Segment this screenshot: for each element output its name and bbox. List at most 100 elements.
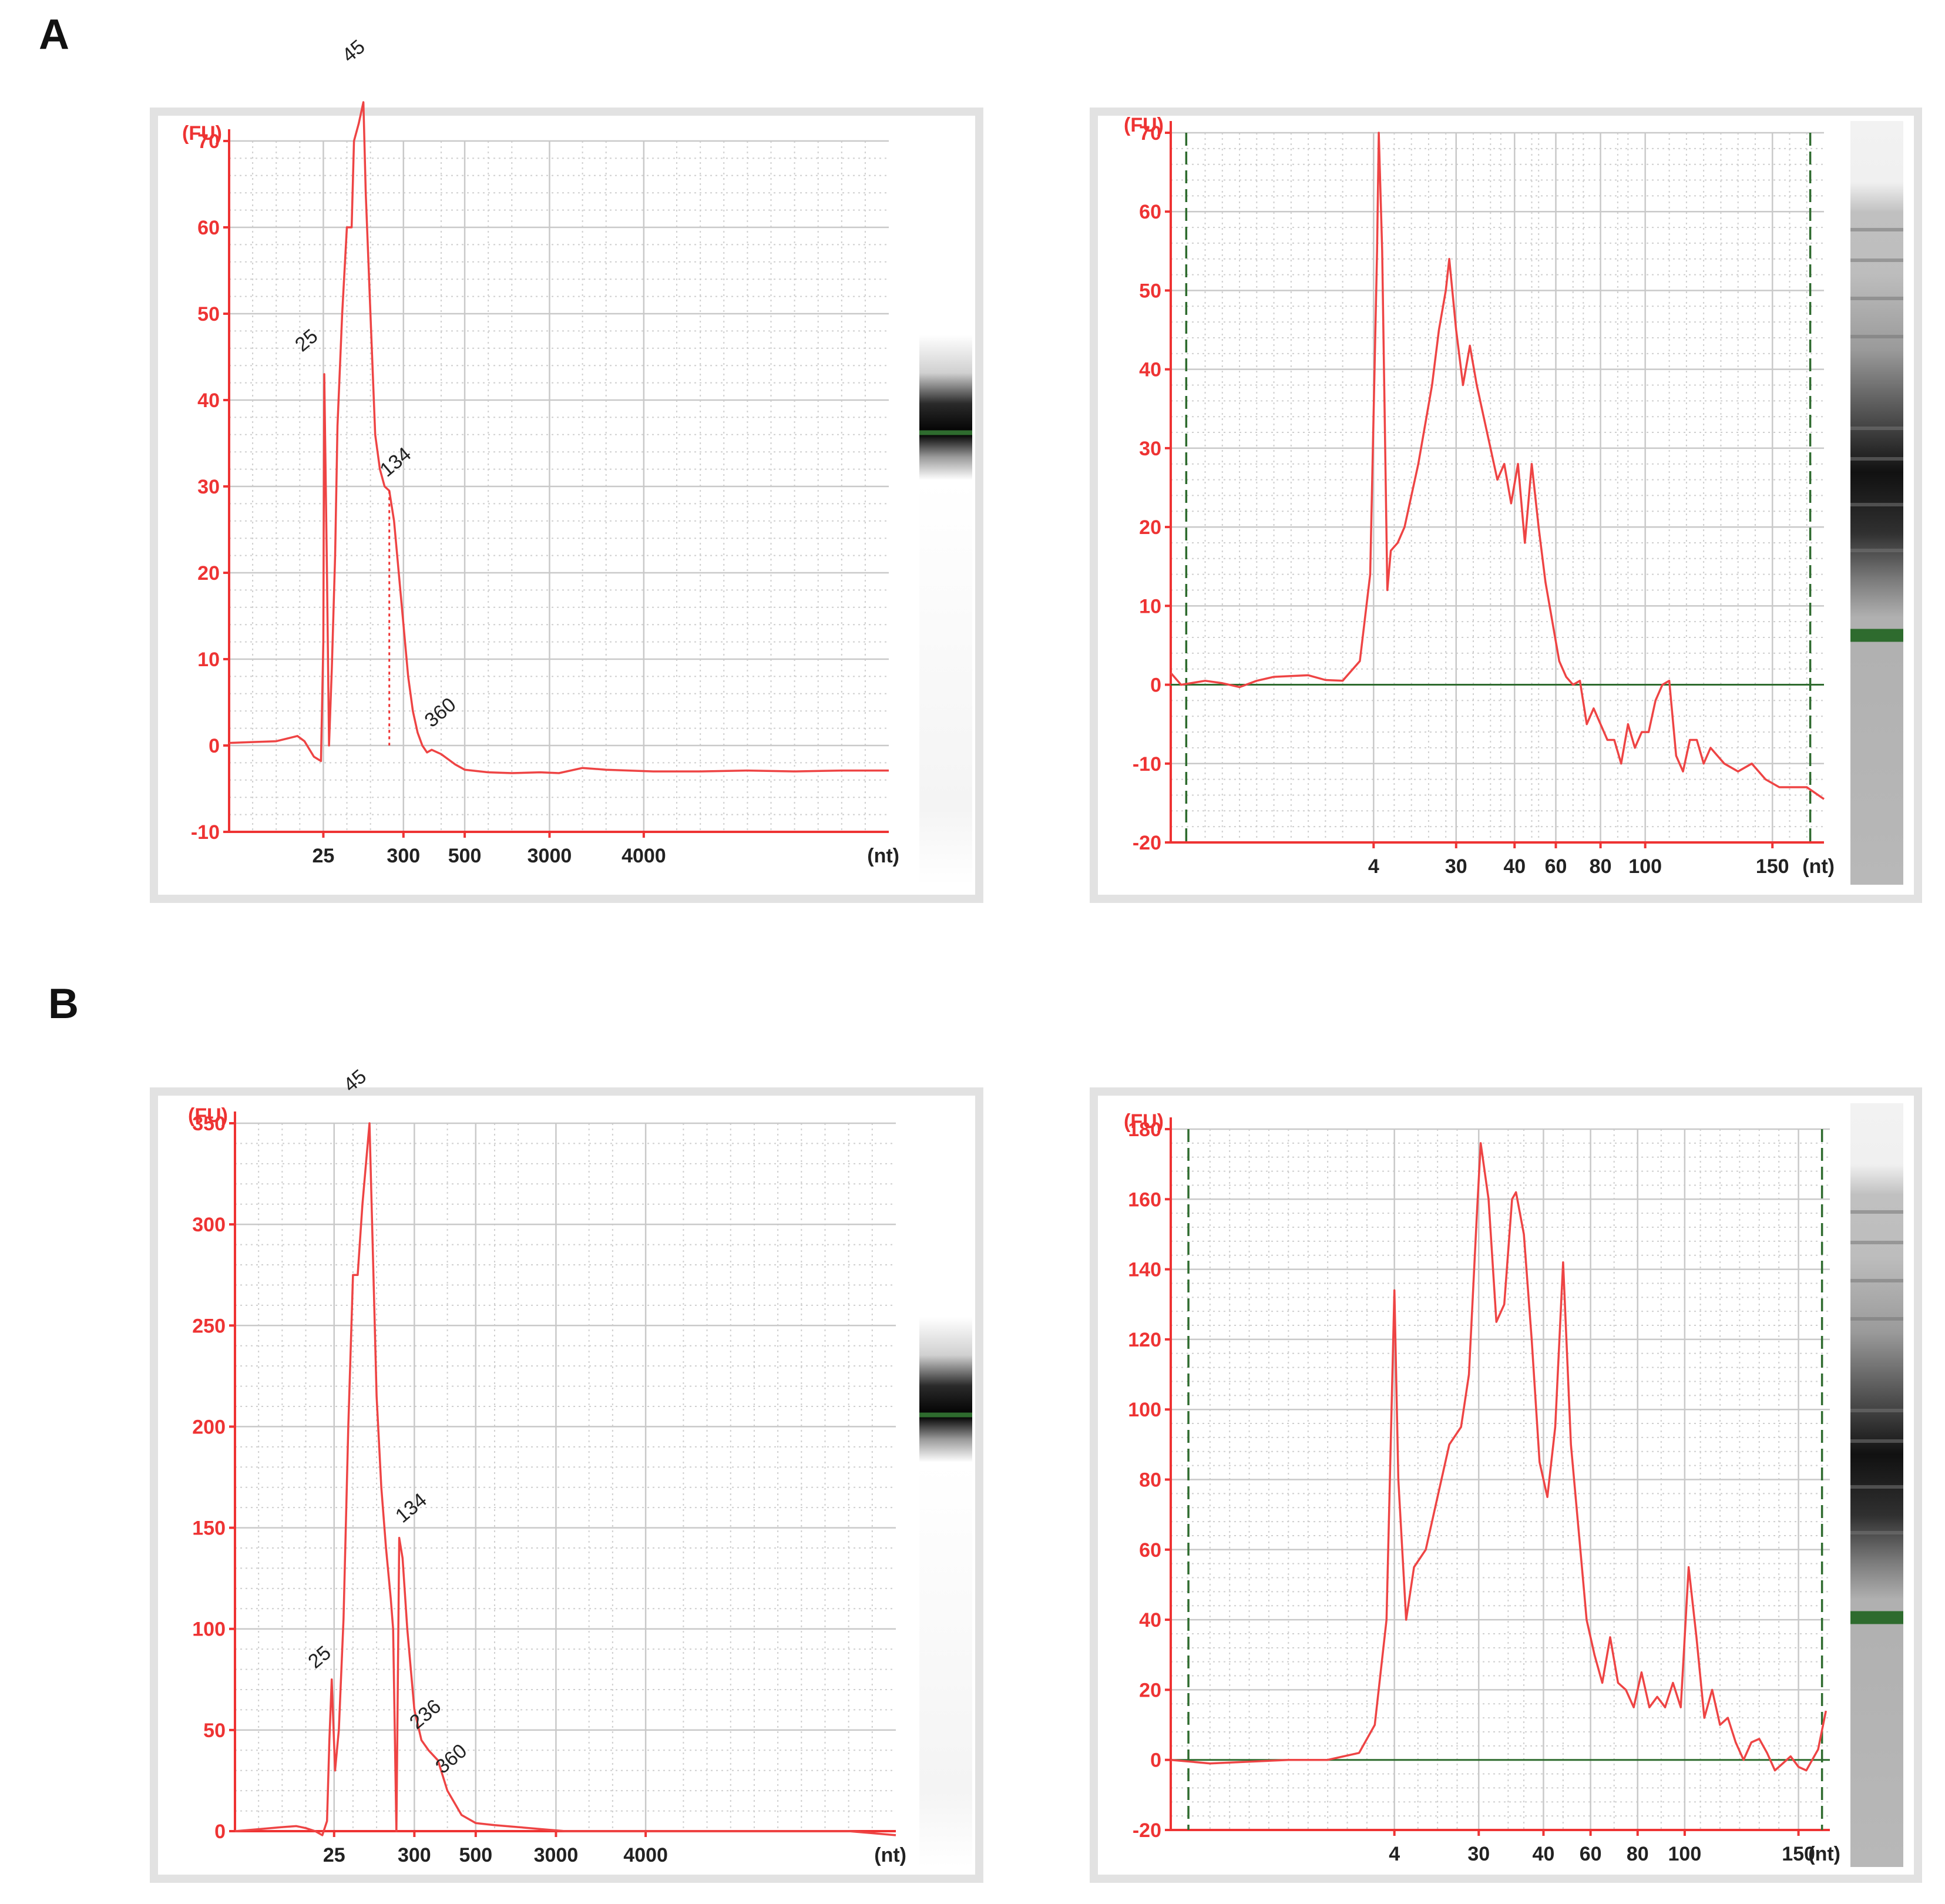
x-tick-label: 300 — [398, 1844, 431, 1866]
y-tick-label: 30 — [197, 476, 220, 498]
gel-band — [1850, 297, 1903, 300]
y-tick-label: -20 — [1133, 1819, 1161, 1842]
chart-panel-2: -20 -10 0 10 20 30 40 50 60 70(FU) (nt) 4 30 40 60 80 10… — [1090, 108, 1922, 903]
y-tick-label: 10 — [1139, 595, 1161, 617]
x-tick-label: 100 — [1628, 855, 1662, 878]
chart-panel-1: -10 0 10 20 30 40 50 60 70(FU) (nt) 25 300 500 3000 40… — [150, 35, 983, 903]
y-tick-label: 40 — [1139, 1609, 1161, 1631]
y-tick-label: -10 — [1133, 753, 1161, 775]
x-tick-label: 3000 — [534, 1844, 579, 1866]
y-tick-label: 0 — [214, 1821, 226, 1843]
y-axis-unit: (FU) — [1124, 114, 1164, 136]
y-axis-unit: (FU) — [182, 122, 222, 145]
gel-band — [1850, 1241, 1903, 1244]
chart-frame — [1090, 108, 1922, 903]
y-tick-label: 200 — [192, 1416, 226, 1438]
gel-band — [1850, 1409, 1903, 1412]
gel-lane — [919, 121, 972, 885]
gel-band — [1850, 381, 1903, 384]
y-tick-label: 20 — [1139, 1679, 1161, 1701]
x-tick-label: 100 — [1668, 1843, 1702, 1865]
gel-band — [1850, 1363, 1903, 1366]
x-tick-label: 150 — [1756, 855, 1789, 878]
trace-line — [229, 101, 889, 774]
peak-label: 45 — [338, 35, 369, 66]
gel-band — [1850, 457, 1903, 461]
y-tick-label: 250 — [192, 1315, 226, 1337]
x-tick-label: 150 — [1782, 1843, 1815, 1865]
gel-band — [1850, 1279, 1903, 1282]
x-tick-label: 4 — [1389, 1843, 1400, 1865]
gel-band — [1850, 335, 1903, 338]
chart-frame — [1090, 1087, 1922, 1883]
gel-band — [1850, 1210, 1903, 1214]
gel-marker-band — [1850, 1611, 1903, 1624]
y-tick-label: 150 — [192, 1517, 226, 1540]
x-tick-label: 25 — [323, 1844, 345, 1866]
y-tick-label: 50 — [1139, 280, 1161, 302]
gel-band — [1850, 1439, 1903, 1443]
y-tick-label: -10 — [191, 821, 220, 844]
y-tick-label: 60 — [1139, 1539, 1161, 1562]
y-tick-label: 50 — [197, 303, 220, 325]
y-tick-label: 50 — [203, 1720, 226, 1742]
x-tick-label: 25 — [313, 845, 335, 867]
trace-line — [1170, 1142, 1828, 1772]
y-tick-label: 300 — [192, 1214, 226, 1236]
x-axis-unit: (nt) — [874, 1844, 906, 1866]
gel-marker-band — [919, 430, 972, 435]
chart-panel-3: 0 50 100 150 200 250 300 350(FU) (nt) 25 300 500 300… — [150, 1065, 983, 1883]
y-tick-label: 40 — [1139, 359, 1161, 381]
gel-band — [1850, 549, 1903, 552]
gel-lane — [919, 1103, 972, 1867]
x-tick-label: 4000 — [623, 1844, 668, 1866]
x-tick-label: 500 — [448, 845, 482, 867]
y-tick-label: 10 — [197, 649, 220, 671]
y-axis-unit: (FU) — [188, 1104, 228, 1127]
trace-line — [1170, 132, 1825, 800]
x-tick-label: 60 — [1545, 855, 1567, 878]
y-tick-label: 70 — [197, 130, 220, 153]
y-tick-label: 100 — [192, 1618, 226, 1641]
x-tick-label: 40 — [1533, 1843, 1555, 1865]
y-tick-label: 140 — [1128, 1259, 1161, 1281]
gel-band — [1850, 228, 1903, 231]
gel-band — [1850, 427, 1903, 430]
chart-panel-4: -20 0 20 40 60 80 100 120 140 160 180(FU) (nt) 4 30 40… — [1090, 1087, 1922, 1883]
y-tick-label: 180 — [1128, 1119, 1161, 1141]
y-tick-label: 0 — [209, 735, 220, 757]
y-tick-label: 80 — [1139, 1469, 1161, 1492]
y-axis-unit: (FU) — [1124, 1110, 1164, 1133]
chart-frame — [150, 1087, 983, 1883]
y-tick-label: 100 — [1128, 1399, 1161, 1421]
x-tick-label: 3000 — [528, 845, 572, 867]
y-tick-label: 160 — [1128, 1188, 1161, 1211]
y-tick-label: 60 — [197, 217, 220, 239]
y-tick-label: 0 — [1150, 674, 1161, 697]
x-axis-unit: (nt) — [867, 845, 899, 867]
y-tick-label: 120 — [1128, 1329, 1161, 1351]
gel-band — [1850, 1531, 1903, 1534]
y-tick-label: 40 — [197, 389, 220, 412]
gel-band — [1850, 1317, 1903, 1321]
x-tick-label: 60 — [1580, 1843, 1602, 1865]
gel-band — [1850, 1485, 1903, 1489]
x-tick-label: 30 — [1445, 855, 1467, 878]
x-axis-unit: (nt) — [1808, 1843, 1840, 1865]
y-tick-label: -20 — [1133, 832, 1161, 854]
trace-line — [234, 1122, 896, 1836]
y-tick-label: 60 — [1139, 201, 1161, 223]
y-tick-label: 20 — [197, 562, 220, 585]
x-tick-label: 4000 — [622, 845, 666, 867]
gel-marker-band — [1850, 629, 1903, 642]
x-tick-label: 40 — [1503, 855, 1526, 878]
x-tick-label: 4 — [1368, 855, 1379, 878]
y-tick-label: 350 — [192, 1113, 226, 1135]
x-tick-label: 30 — [1467, 1843, 1490, 1865]
chart-frame — [150, 108, 983, 903]
y-tick-label: 70 — [1139, 122, 1161, 145]
y-tick-label: 0 — [1150, 1749, 1161, 1772]
x-tick-label: 80 — [1627, 1843, 1649, 1865]
gel-marker-band — [919, 1412, 972, 1418]
